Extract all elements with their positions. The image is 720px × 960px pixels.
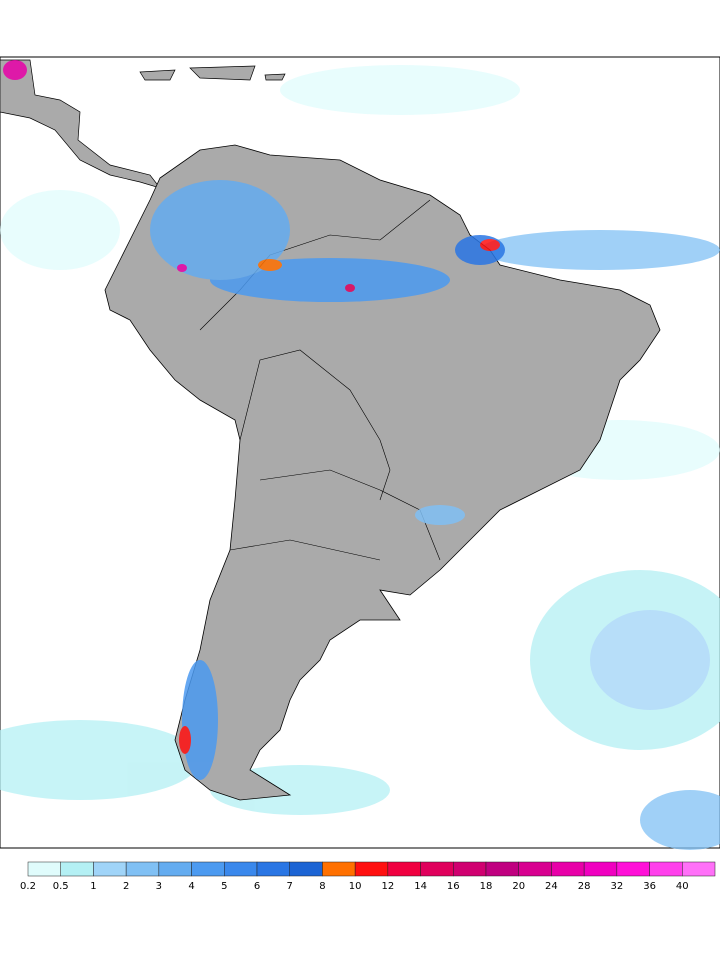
- colorbar-box: [387, 861, 421, 877]
- colorbar-box: [224, 861, 258, 877]
- colorbar-box: [518, 861, 552, 877]
- colorbar-box: [60, 861, 94, 877]
- colorbar-label: 16: [447, 881, 460, 892]
- colorbar-box: [27, 861, 61, 877]
- colorbar-label: 14: [414, 881, 427, 892]
- colorbar-box: [289, 861, 323, 877]
- colorbar-label: 3: [156, 881, 162, 892]
- colorbar-box: [649, 861, 683, 877]
- colorbar-box: [191, 861, 225, 877]
- map: [0, 56, 720, 850]
- colorbar-label: 5: [221, 881, 227, 892]
- colorbar-label: 18: [480, 881, 493, 892]
- colorbar-label: 40: [676, 881, 689, 892]
- colorbar-box: [420, 861, 454, 877]
- colorbar-label: 20: [512, 881, 525, 892]
- colorbar-box: [682, 861, 716, 877]
- colorbar-label: 24: [545, 881, 558, 892]
- colorbar-box: [125, 861, 160, 877]
- colorbar-label: 6: [254, 881, 260, 892]
- colorbar-box: [616, 861, 650, 877]
- colorbar-box: [583, 861, 618, 877]
- colorbar-box: [256, 861, 290, 877]
- colorbar-label: 0.5: [53, 881, 69, 892]
- colorbar-box: [93, 861, 127, 877]
- colorbar-label: 0.2: [20, 881, 36, 892]
- colorbar-box: [322, 861, 356, 877]
- colorbar-label: 36: [643, 881, 656, 892]
- borders: [199, 199, 441, 561]
- colorbar-label: 28: [578, 881, 591, 892]
- colorbar-label: 1: [90, 881, 96, 892]
- colorbar-box: [354, 861, 389, 877]
- caribbean-islands: [139, 65, 286, 81]
- colorbar-label: 12: [381, 881, 394, 892]
- colorbar: 0.2 0.5 1 2 3 4 5 6 7 8 10 12 14 16 18 20 24 28 32 36 40: [20, 861, 716, 892]
- rain-cells: [3, 60, 505, 780]
- colorbar-label: 8: [319, 881, 325, 892]
- colorbar-box: [485, 861, 519, 877]
- colorbar-label: 4: [188, 881, 194, 892]
- colorbar-box: [453, 861, 487, 877]
- colorbar-label: 10: [349, 881, 362, 892]
- colorbar-label: 2: [123, 881, 129, 892]
- colorbar-box: [551, 861, 585, 877]
- colorbar-box: [158, 861, 192, 877]
- colorbar-label: 7: [287, 881, 293, 892]
- colorbar-label: 32: [610, 881, 623, 892]
